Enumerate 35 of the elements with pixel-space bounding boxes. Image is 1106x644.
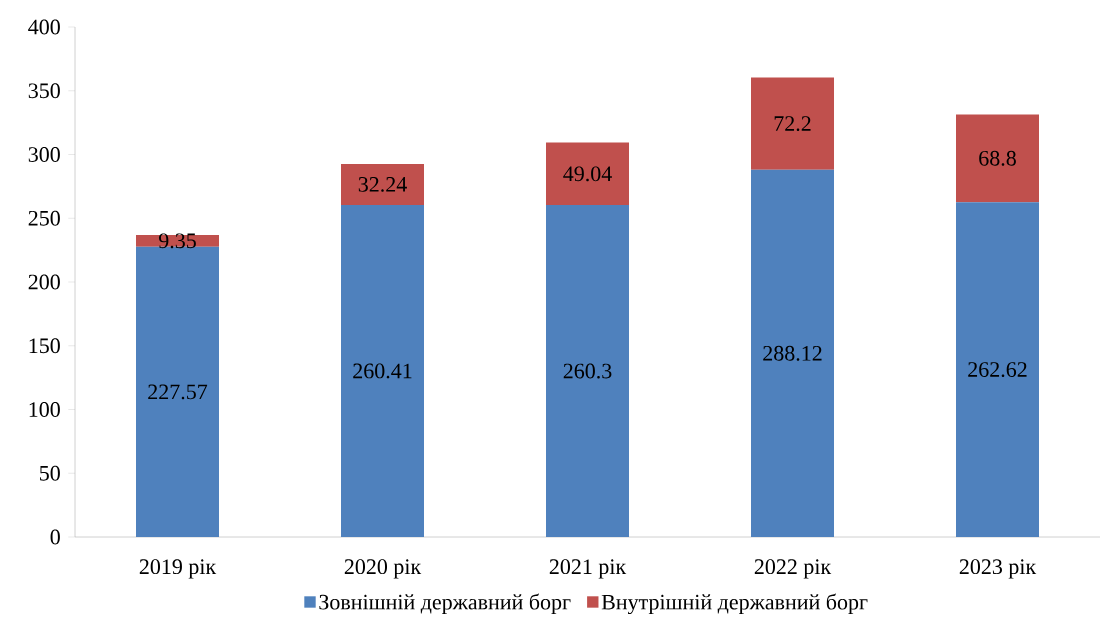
y-tick-label: 50 <box>40 465 60 481</box>
data-label: 260.3 <box>563 363 612 379</box>
data-label: 72.2 <box>774 116 811 132</box>
bar <box>341 204 424 537</box>
data-label: 9.35 <box>158 233 196 249</box>
y-tick-label: 300 <box>28 147 60 162</box>
y-tick-label: 350 <box>28 83 60 99</box>
bar <box>751 169 834 537</box>
bar <box>546 142 630 206</box>
data-label: 288.12 <box>763 345 822 361</box>
data-label: 32.24 <box>358 176 407 192</box>
legend-label: Внутрішній державний борг <box>601 593 868 615</box>
data-label: 68.8 <box>979 150 1016 166</box>
bar <box>341 163 424 205</box>
x-tick-label: 2020 рік <box>344 559 422 579</box>
bar <box>136 234 219 247</box>
data-label: 260.41 <box>353 363 412 379</box>
x-tick-label: 2021 рік <box>549 559 627 579</box>
y-tick-label: 250 <box>28 210 60 226</box>
y-tick-label: 400 <box>28 19 60 35</box>
y-tick-label: 100 <box>29 402 60 417</box>
y-tick-label: 0 <box>50 529 60 545</box>
y-tick-label: 150 <box>29 338 60 354</box>
x-tick-label: 2022 рік <box>754 559 832 579</box>
bar <box>956 114 1039 203</box>
bar <box>546 205 630 537</box>
x-tick-label: 2019 рік <box>139 559 217 579</box>
y-tick-label: 200 <box>28 274 60 290</box>
data-label: 262.62 <box>968 362 1027 378</box>
data-label: 49.04 <box>563 166 612 182</box>
x-tick-label: 2023 рік <box>959 559 1037 579</box>
bar <box>751 77 834 170</box>
bar <box>956 202 1039 537</box>
data-label: 227.57 <box>148 384 208 400</box>
legend-label: Зовнішній державний борг <box>319 593 571 615</box>
